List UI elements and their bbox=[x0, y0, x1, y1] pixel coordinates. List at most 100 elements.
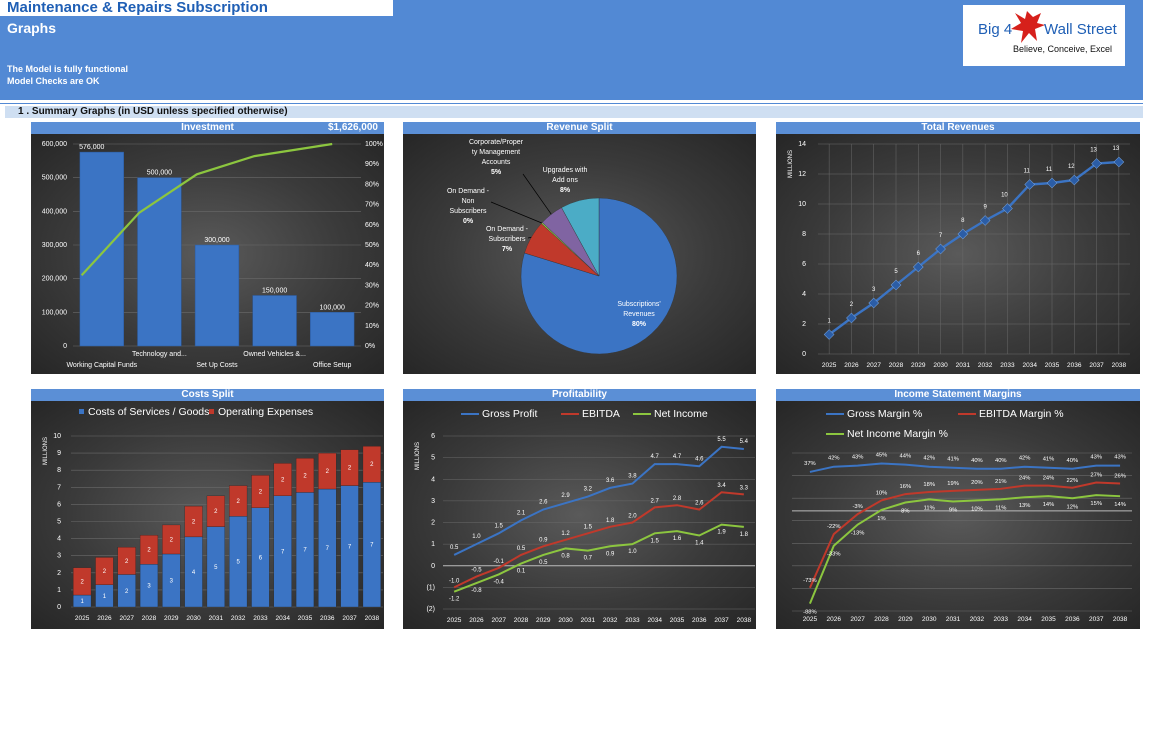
margins-x-tick: 2037 bbox=[1089, 616, 1104, 623]
margins-data-label: -22% bbox=[827, 524, 841, 530]
profitability-data-label: 3.4 bbox=[717, 483, 726, 489]
profitability-y-tick: 5 bbox=[431, 455, 435, 462]
costs-bar-segment bbox=[117, 546, 136, 575]
total-revenues-chart: 0 2 4 6 8 10 12 14 MILLIONS 1 2025 2 2026 3 2027 5 2028 6… bbox=[776, 134, 1140, 374]
profitability-x-tick: 2025 bbox=[447, 617, 462, 624]
total-revenues-x-tick: 2033 bbox=[1000, 362, 1015, 369]
costs-y-tick: 8 bbox=[57, 467, 61, 474]
margins-data-label: 40% bbox=[995, 458, 1007, 464]
revenue-leader-line bbox=[527, 237, 532, 239]
profitability-data-label: 0.1 bbox=[517, 569, 526, 575]
margins-x-tick: 2028 bbox=[874, 616, 889, 623]
margins-x-tick: 2027 bbox=[850, 616, 865, 623]
costs-y-tick: 9 bbox=[57, 450, 61, 457]
logo-word-big4: Big 4 bbox=[978, 21, 1013, 38]
total-revenues-x-tick: 2029 bbox=[911, 362, 926, 369]
margins-x-tick: 2038 bbox=[1113, 616, 1128, 623]
margins-line bbox=[809, 481, 1121, 589]
costs-x-tick: 2037 bbox=[342, 615, 357, 622]
margins-data-label: -13% bbox=[851, 531, 865, 537]
profitability-data-label: 5.4 bbox=[740, 439, 749, 445]
investment-y-tick: 500,000 bbox=[42, 175, 67, 182]
costs-legend-label: Operating Expenses bbox=[218, 406, 313, 418]
margins-data-label: 37% bbox=[804, 461, 816, 467]
profitability-data-label: 2.7 bbox=[651, 498, 660, 504]
margins-data-label: 11% bbox=[995, 505, 1006, 511]
costs-y-tick: 3 bbox=[57, 553, 61, 560]
revenue-slice bbox=[561, 197, 600, 277]
page-title: Maintenance & Repairs Subscription bbox=[0, 0, 393, 16]
profitability-x-tick: 2032 bbox=[603, 617, 618, 624]
total-revenues-data-label: 1 bbox=[827, 319, 831, 325]
costs-bar-label: 2 bbox=[192, 520, 196, 526]
costs-y-tick: 0 bbox=[57, 604, 61, 611]
profitability-data-label: 1.8 bbox=[740, 532, 749, 538]
margins-legend-label: Gross Margin % bbox=[847, 408, 922, 420]
costs-bar-segment bbox=[139, 535, 159, 565]
revenue-slice-pct: 7% bbox=[502, 246, 513, 253]
revenue-slice-pct: 0% bbox=[463, 218, 474, 225]
total-revenues-marker bbox=[1046, 177, 1058, 189]
margins-x-tick: 2031 bbox=[946, 616, 961, 623]
profitability-y-tick: 4 bbox=[431, 476, 435, 483]
section-label: 1 . Summary Graphs (in USD unless specif… bbox=[18, 106, 288, 117]
profitability-x-tick: 2037 bbox=[714, 617, 729, 624]
revenue-split-chart: Subscriptions' Revenues 80% On Demand - Subs… bbox=[403, 134, 756, 374]
total-revenues-data-label: 11 bbox=[1046, 167, 1053, 173]
total-revenues-x-tick: 2028 bbox=[889, 362, 904, 369]
total-revenues-marker bbox=[1091, 158, 1102, 169]
investment-bar bbox=[79, 151, 124, 347]
profitability-data-label: 2.0 bbox=[628, 514, 637, 520]
total-revenues-x-tick: 2037 bbox=[1089, 362, 1104, 369]
costs-bar-label: 3 bbox=[147, 584, 151, 590]
costs-bar-segment bbox=[273, 463, 292, 497]
costs-bar-label: 2 bbox=[125, 559, 129, 565]
costs-y-label: MILLIONS bbox=[43, 437, 49, 465]
costs-x-tick: 2033 bbox=[253, 615, 268, 622]
investment-y2-tick: 30% bbox=[365, 282, 379, 289]
profitability-data-label: -0.1 bbox=[494, 559, 505, 565]
margins-data-label: 8% bbox=[901, 509, 909, 515]
total-revenues-y-tick: 12 bbox=[798, 171, 806, 178]
revenue-slice-label: Add ons bbox=[552, 177, 578, 184]
costs-bar-label: 2 bbox=[80, 579, 84, 585]
profitability-data-label: 2.6 bbox=[539, 500, 548, 506]
investment-y2-tick: 10% bbox=[365, 323, 379, 330]
costs-bar-label: 2 bbox=[326, 469, 330, 475]
costs-bar-label: 2 bbox=[147, 548, 151, 554]
total-revenues-x-tick: 2034 bbox=[1022, 362, 1037, 369]
margins-data-label: 22% bbox=[1067, 478, 1079, 484]
costs-bar-label: 2 bbox=[236, 499, 240, 505]
total-revenues-x-tick: 2027 bbox=[866, 362, 881, 369]
margins-data-label: -3% bbox=[852, 504, 862, 510]
total-revenues-line bbox=[828, 160, 1119, 336]
profitability-x-tick: 2027 bbox=[491, 617, 506, 624]
margins-line bbox=[809, 462, 1121, 473]
profitability-data-label: 1.5 bbox=[495, 523, 504, 529]
profitability-x-tick: 2030 bbox=[558, 617, 573, 624]
investment-y2-tick: 40% bbox=[365, 262, 379, 269]
profitability-data-label: 1.9 bbox=[717, 530, 726, 536]
profitability-data-label: 3.3 bbox=[740, 485, 749, 491]
investment-bar-label: 150,000 bbox=[262, 288, 287, 295]
investment-title-bar: Investment $1,626,000 bbox=[31, 122, 384, 134]
revenue-leader-line bbox=[522, 173, 552, 215]
revenue-slice-label: Subscriptions' bbox=[617, 301, 660, 308]
profitability-data-label: 1.0 bbox=[472, 534, 481, 540]
total-revenues-data-label: 9 bbox=[983, 205, 987, 211]
revenue-slice-pct: 80% bbox=[632, 321, 647, 328]
total-revenues-marker bbox=[1068, 174, 1080, 186]
profitability-data-label: 4.7 bbox=[673, 454, 682, 460]
eagle-icon bbox=[1011, 11, 1045, 43]
profitability-x-tick: 2031 bbox=[581, 617, 596, 624]
profitability-data-label: 0.7 bbox=[584, 556, 593, 562]
margins-x-tick: 2026 bbox=[827, 616, 842, 623]
costs-x-tick: 2032 bbox=[231, 615, 246, 622]
investment-y2-tick: 100% bbox=[365, 141, 383, 148]
margins-data-label: 45% bbox=[876, 453, 888, 459]
profitability-y-label: MILLIONS bbox=[415, 442, 421, 470]
costs-bar-segment bbox=[73, 567, 92, 596]
margins-data-label: 14% bbox=[1043, 502, 1055, 508]
margins-data-label: 18% bbox=[923, 482, 935, 488]
profitability-x-tick: 2029 bbox=[536, 617, 551, 624]
